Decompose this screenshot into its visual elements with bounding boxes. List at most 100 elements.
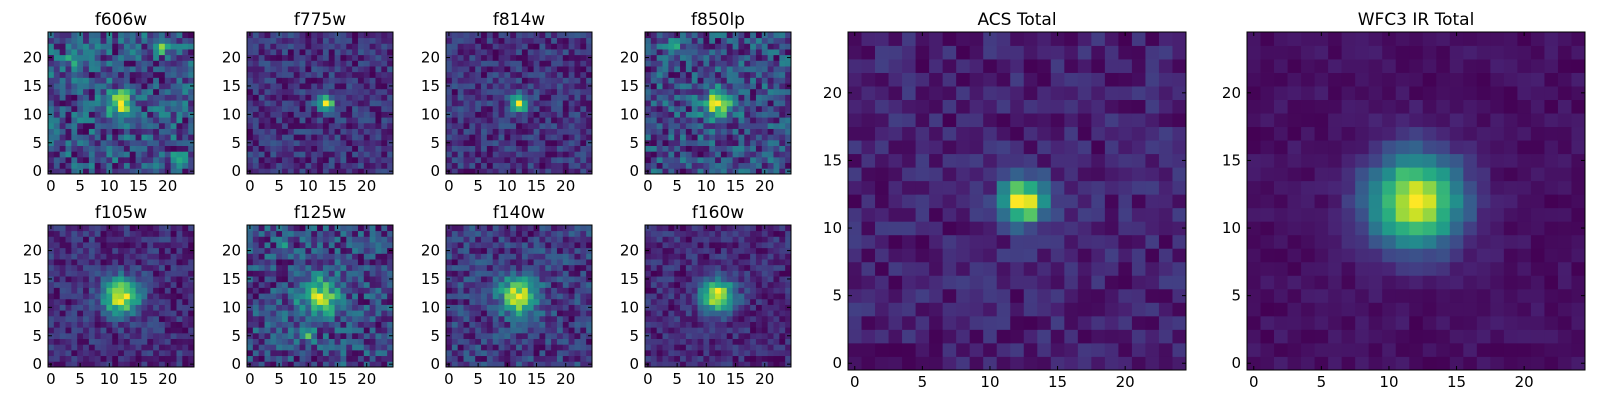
heatmap-cell [276, 60, 283, 67]
heatmap-cell [264, 253, 271, 260]
heatmap-cell [106, 242, 113, 249]
heatmap-cell [164, 293, 172, 300]
heatmap-cell [486, 327, 494, 334]
heatmap-cell [732, 71, 739, 78]
heatmap-cell [738, 338, 745, 345]
heatmap-cell [123, 264, 131, 271]
y-tick-label: 0 [231, 355, 241, 373]
heatmap-cell [188, 128, 195, 135]
heatmap-cell [328, 355, 335, 362]
heatmap-cell [369, 32, 376, 39]
heatmap-cell [469, 298, 476, 305]
heatmap-cell [65, 281, 72, 288]
heatmap-cell [53, 327, 61, 334]
heatmap-cell [83, 43, 90, 50]
heatmap-cell [363, 338, 371, 345]
heatmap-cell [504, 321, 511, 328]
heatmap-cell [252, 94, 260, 101]
heatmap-cell [469, 156, 476, 164]
heatmap-cell [369, 151, 376, 158]
heatmap-cell [123, 259, 131, 266]
heatmap-cell [182, 310, 189, 317]
heatmap-cell [586, 32, 593, 39]
heatmap-cell [691, 287, 698, 294]
heatmap-cell [674, 134, 681, 141]
heatmap-cell [147, 327, 154, 334]
heatmap-cell [761, 128, 769, 135]
heatmap-cell [317, 247, 324, 254]
heatmap-cell [381, 71, 388, 78]
heatmap-cell [153, 100, 160, 107]
heatmap-cell [357, 344, 365, 351]
heatmap-cell [744, 361, 751, 368]
heatmap-cell [77, 321, 84, 328]
heatmap-cell [674, 281, 681, 288]
heatmap-cell [264, 43, 271, 50]
heatmap-cell [650, 60, 658, 67]
heatmap-cell [451, 298, 459, 305]
heatmap-cell [387, 287, 394, 294]
heatmap-cell [504, 310, 511, 317]
heatmap-cell [311, 259, 318, 266]
heatmap-cell [463, 332, 470, 339]
heatmap-cell [504, 293, 511, 300]
y-tick-label: 10 [222, 105, 241, 123]
heatmap-cell [551, 332, 558, 339]
heatmap-cell [247, 49, 254, 56]
heatmap-cell [463, 37, 470, 44]
heatmap-cell [533, 332, 540, 339]
heatmap-cell [369, 298, 376, 305]
heatmap-cell [516, 162, 523, 169]
heatmap-cell [258, 54, 265, 61]
heatmap-cell [645, 66, 652, 73]
heatmap-cell [77, 111, 84, 118]
heatmap-cell [709, 293, 716, 300]
heatmap-cell [732, 355, 739, 362]
heatmap-cell [720, 145, 728, 152]
heatmap-cell [369, 100, 376, 107]
heatmap-cell [498, 151, 505, 158]
heatmap-cell [457, 315, 464, 322]
heatmap-cell [270, 321, 277, 328]
heatmap-cell [299, 225, 306, 232]
heatmap-cell [709, 156, 716, 164]
heatmap-cell [375, 310, 382, 317]
heatmap-cell [556, 338, 564, 345]
heatmap-cell [492, 242, 499, 249]
heatmap-cell [375, 327, 382, 334]
heatmap-cell [662, 162, 669, 169]
heatmap-cell [451, 270, 459, 277]
heatmap-cell [118, 355, 125, 362]
heatmap-cell [510, 151, 517, 158]
heatmap-cell [141, 71, 148, 78]
heatmap-cell [170, 293, 177, 300]
heatmap-cell [158, 298, 166, 305]
heatmap-cell [317, 54, 324, 61]
heatmap-cell [481, 151, 488, 158]
heatmap-cell [129, 94, 136, 101]
heatmap-cell [580, 332, 587, 339]
heatmap-cell [715, 111, 722, 118]
heatmap-cell [510, 321, 517, 328]
heatmap-cell [188, 88, 195, 95]
heatmap-cell [59, 332, 66, 339]
heatmap-cell [94, 111, 101, 118]
heatmap-cell [545, 94, 552, 101]
heatmap-cell [726, 298, 733, 305]
heatmap-cell [510, 60, 517, 67]
heatmap-cell [317, 315, 324, 322]
heatmap-cell [463, 66, 470, 73]
heatmap-cell [252, 156, 260, 164]
heatmap-cell [176, 122, 183, 129]
heatmap-cell [539, 134, 546, 141]
heatmap-cell [258, 71, 265, 78]
heatmap-cell [521, 128, 529, 135]
heatmap-cell [352, 355, 359, 362]
heatmap-cell [112, 338, 119, 345]
heatmap-cell [539, 156, 546, 164]
heatmap-cell [738, 71, 745, 78]
heatmap-cell [77, 66, 84, 73]
heatmap-cell [182, 315, 189, 322]
heatmap-cell [311, 327, 318, 334]
heatmap-cell [779, 310, 786, 317]
